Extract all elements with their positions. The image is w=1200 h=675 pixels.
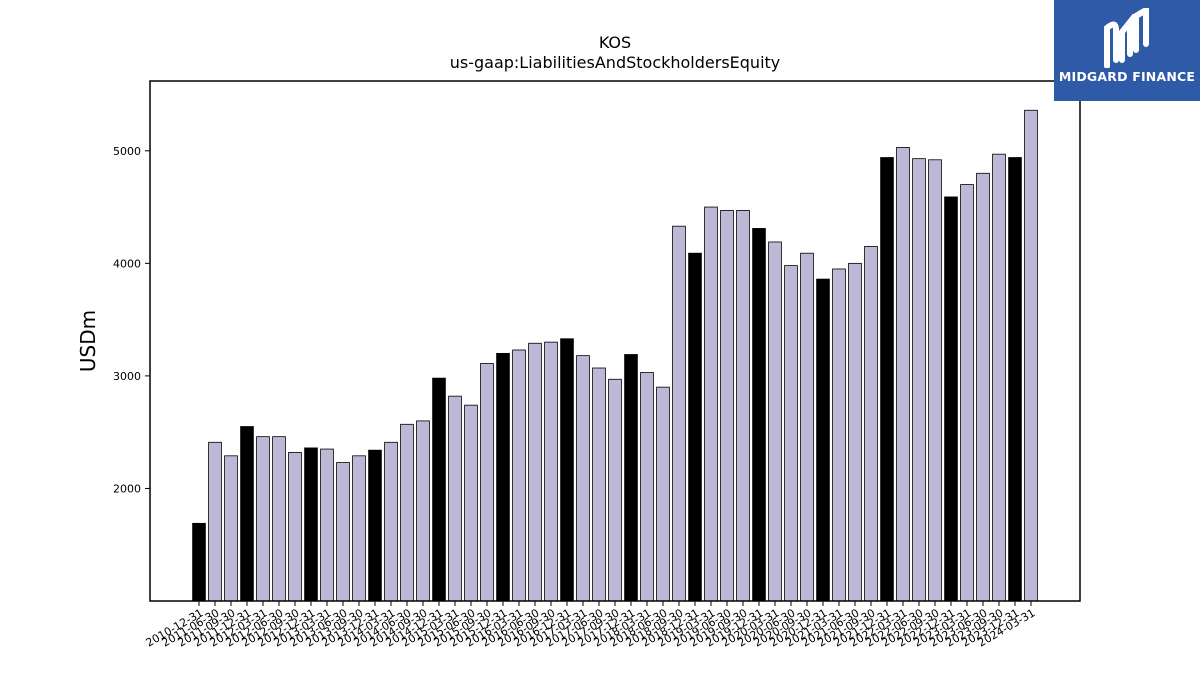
bar-2021-06-30 xyxy=(848,262,862,602)
bar-2018-03-31 xyxy=(640,372,654,602)
bar-2017-03-31 xyxy=(576,355,590,602)
bar-2022-06-30 xyxy=(912,158,926,602)
bar-2021-09-30 xyxy=(864,246,878,602)
bar-2013-06-30 xyxy=(336,462,350,602)
bar-2019-12-31 xyxy=(752,228,766,602)
bar-2013-09-30 xyxy=(352,455,366,602)
bar-2020-12-31 xyxy=(816,278,830,602)
y-axis: 2000 3000 4000 5000 xyxy=(113,145,150,495)
bar-2021-03-31 xyxy=(832,268,846,602)
bar-2012-09-30 xyxy=(288,452,302,602)
bar-2019-06-30 xyxy=(720,210,734,602)
bar-2019-03-31 xyxy=(704,206,718,602)
bar-2017-09-30 xyxy=(608,378,622,602)
bar-2012-12-31 xyxy=(304,447,318,602)
bar-2020-03-31 xyxy=(768,241,782,602)
chart-title: KOS xyxy=(599,33,631,52)
bar-2016-09-30 xyxy=(544,341,558,602)
y-tick-label: 3000 xyxy=(113,370,141,383)
bar-2020-06-30 xyxy=(784,265,798,602)
bar-2014-09-30 xyxy=(416,420,430,602)
bar-2010-12-31 xyxy=(192,522,206,602)
bars-group xyxy=(192,109,1038,602)
midgard-logo-icon xyxy=(1104,8,1149,68)
x-axis: 2010-12-312011-06-302011-09-302011-12-31… xyxy=(144,601,1038,650)
y-tick-label: 2000 xyxy=(113,482,141,495)
bar-2011-12-31 xyxy=(240,426,254,602)
logo-text: MIDGARD FINANCE xyxy=(1058,69,1196,84)
bar-2013-03-31 xyxy=(320,448,334,602)
bar-2011-06-30 xyxy=(208,441,222,602)
bar-2023-03-31 xyxy=(960,184,974,602)
bar-2023-12-31 xyxy=(1008,157,1022,602)
plot-frame xyxy=(149,80,1081,602)
bar-2015-03-31 xyxy=(448,395,462,602)
bar-2016-03-31 xyxy=(512,349,526,602)
y-tick-label: 4000 xyxy=(113,257,141,270)
bar-2014-03-31 xyxy=(384,441,398,602)
midgard-finance-logo: MIDGARD FINANCE xyxy=(1054,0,1200,101)
bar-2018-12-31 xyxy=(688,252,702,602)
bar-2017-06-30 xyxy=(592,367,606,602)
y-axis-label: USDm xyxy=(76,310,100,372)
bar-2022-12-31 xyxy=(944,196,958,602)
bar-2018-09-30 xyxy=(672,225,686,602)
bar-2022-09-30 xyxy=(928,159,942,602)
bar-2020-09-30 xyxy=(800,252,814,602)
bar-2018-06-30 xyxy=(656,386,670,602)
chart-subtitle: us-gaap:LiabilitiesAndStockholdersEquity xyxy=(450,53,781,72)
bar-2021-12-31 xyxy=(880,157,894,602)
bar-2019-09-30 xyxy=(736,210,750,602)
bar-2017-12-31 xyxy=(624,354,638,602)
bar-2022-03-31 xyxy=(896,147,910,602)
bar-2011-09-30 xyxy=(224,455,238,602)
bar-2012-03-31 xyxy=(256,436,270,602)
bar-2023-09-30 xyxy=(992,153,1006,602)
y-tick-label: 5000 xyxy=(113,145,141,158)
bar-2015-09-30 xyxy=(480,363,494,602)
bar-2014-12-31 xyxy=(432,377,446,602)
bar-2012-06-30 xyxy=(272,436,286,602)
bar-2014-06-30 xyxy=(400,423,414,602)
bar-2016-06-30 xyxy=(528,342,542,602)
bar-2015-06-30 xyxy=(464,404,478,602)
bar-2016-12-31 xyxy=(560,338,574,602)
bar-2024-03-31 xyxy=(1024,109,1038,602)
bar-2013-12-31 xyxy=(368,449,382,602)
bar-2023-06-30 xyxy=(976,172,990,602)
bar-2015-12-31 xyxy=(496,352,510,602)
